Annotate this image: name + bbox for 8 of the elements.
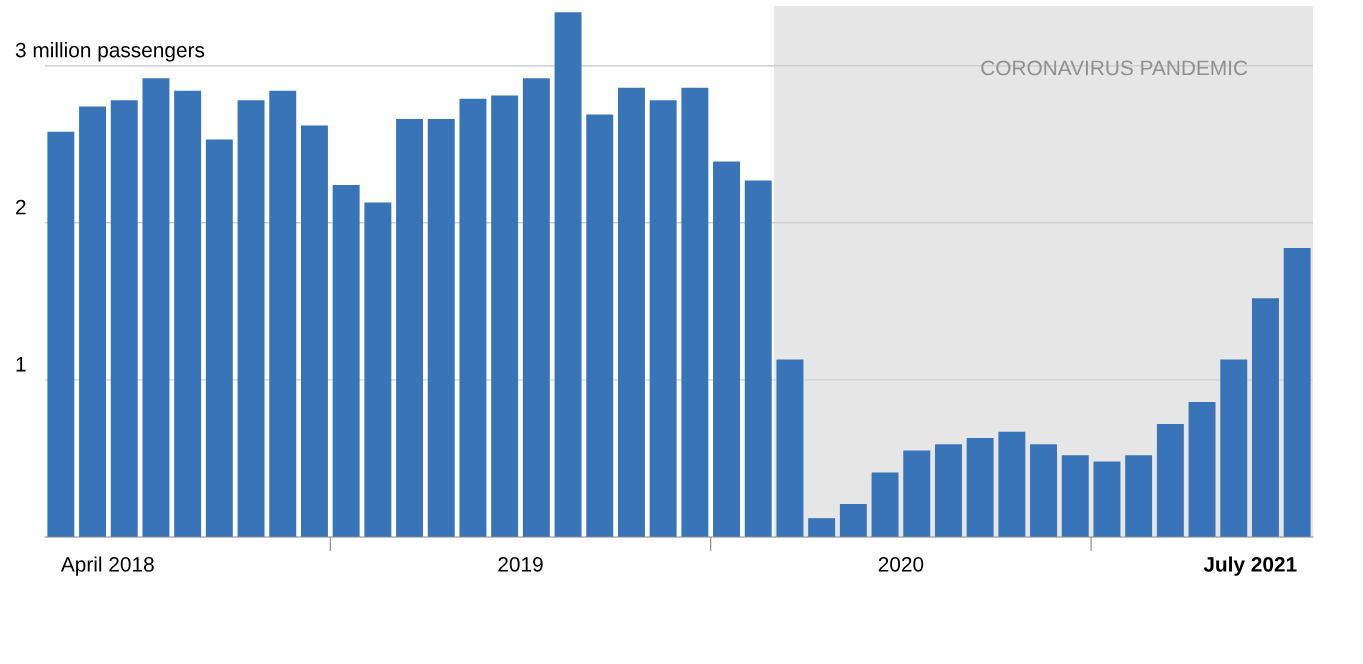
- y-tick-label: 1: [16, 357, 26, 372]
- x-tick-label: 2019: [498, 556, 543, 572]
- y-tick-label: 3 million passengers: [15, 42, 205, 62]
- x-tick-label: 2020: [878, 556, 924, 572]
- band-label: CORONAVIRUS PANDEMIC: [981, 60, 1248, 76]
- x-tick-label: April 2018: [60, 556, 154, 576]
- y-tick-label: 2: [16, 199, 26, 215]
- x-tick-label: July 2021: [1203, 556, 1297, 576]
